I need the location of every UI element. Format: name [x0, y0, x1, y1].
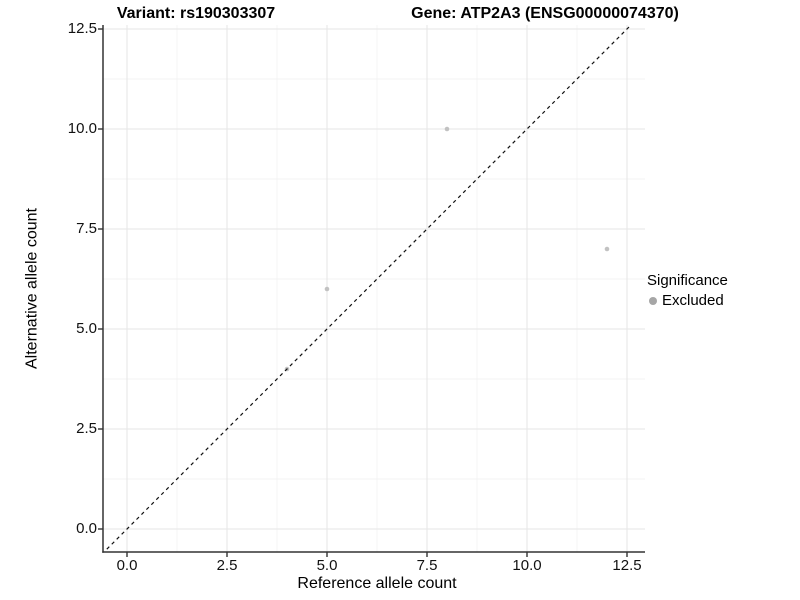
x-axis-title: Reference allele count: [297, 575, 457, 592]
y-axis-title: Alternative allele count: [23, 208, 41, 369]
y-tick-label: 10.0: [67, 120, 97, 137]
x-tick-label: 7.5: [416, 557, 438, 574]
y-tick-label: 0.0: [76, 520, 97, 537]
x-tick-label: 5.0: [316, 557, 338, 574]
x-tick-label: 2.5: [216, 557, 238, 574]
legend-title: Significance: [647, 272, 728, 289]
legend-entry-label: Excluded: [662, 292, 724, 309]
y-tick-label: 5.0: [76, 320, 97, 337]
y-tick-label: 2.5: [76, 420, 97, 437]
legend-entry-excluded: Excluded: [647, 292, 728, 310]
x-tick-label: 10.0: [512, 557, 542, 574]
legend: Significance Excluded: [647, 271, 728, 310]
identity-reference-line: [103, 25, 632, 552]
plot-panel: [103, 25, 645, 552]
plot-title-gene: Gene: ATP2A3 (ENSG00000074370): [411, 5, 679, 22]
y-tick-label: 12.5: [67, 20, 97, 37]
excluded-marker-icon: [649, 297, 657, 305]
y-tick-label: 7.5: [76, 220, 97, 237]
scatter-point: [324, 286, 330, 292]
x-tick-label: 12.5: [612, 557, 642, 574]
scatter-point: [444, 126, 450, 132]
x-tick-label: 0.0: [116, 557, 138, 574]
scatter-point: [604, 246, 610, 252]
plot-title-variant: Variant: rs190303307: [116, 5, 276, 22]
